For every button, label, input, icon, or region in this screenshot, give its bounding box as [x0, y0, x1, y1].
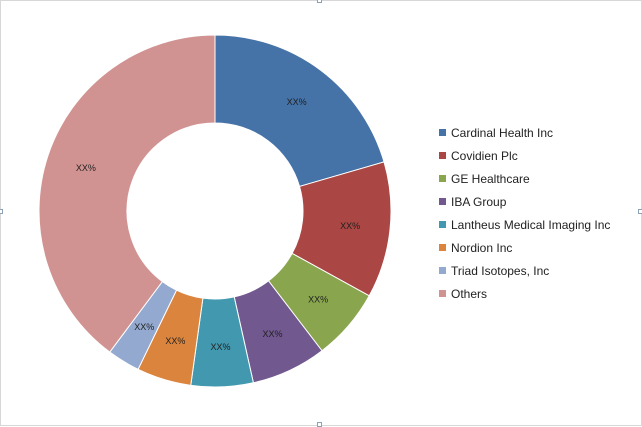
legend-label: Others — [451, 286, 488, 301]
legend-item[interactable]: Nordion Inc — [439, 236, 610, 259]
legend-swatch — [439, 290, 446, 297]
legend-label: IBA Group — [451, 194, 507, 209]
legend-item[interactable]: Lantheus Medical Imaging Inc — [439, 213, 610, 236]
legend-label: Lantheus Medical Imaging Inc — [451, 217, 611, 232]
legend-swatch — [439, 221, 446, 228]
legend-item[interactable]: Others — [439, 282, 610, 305]
legend-swatch — [439, 129, 446, 136]
slice-data-label: XX% — [263, 329, 283, 339]
legend-item[interactable]: GE Healthcare — [439, 167, 610, 190]
legend-item[interactable]: Triad Isotopes, Inc — [439, 259, 610, 282]
slice-data-label: XX% — [308, 295, 328, 305]
legend-item[interactable]: IBA Group — [439, 190, 610, 213]
slice-data-label: XX% — [340, 221, 360, 231]
slice-data-label: XX% — [165, 336, 185, 346]
slice-cardinal-health-inc[interactable] — [214, 34, 385, 188]
legend-swatch — [439, 152, 446, 159]
resize-handle-right[interactable] — [638, 209, 642, 214]
slice-data-label: XX% — [76, 163, 96, 173]
legend-item[interactable]: Cardinal Health Inc — [439, 121, 610, 144]
legend-label: Cardinal Health Inc — [451, 125, 554, 140]
legend-swatch — [439, 198, 446, 205]
chart-legend: Cardinal Health Inc Covidien Plc GE Health… — [439, 121, 610, 305]
legend-swatch — [439, 175, 446, 182]
slice-others[interactable] — [38, 34, 216, 353]
legend-label: GE Healthcare — [451, 171, 530, 186]
slice-data-label: XX% — [211, 342, 231, 352]
legend-label: Covidien Plc — [451, 148, 518, 163]
slice-data-label: XX% — [134, 322, 154, 332]
slice-data-label: XX% — [287, 97, 307, 107]
legend-swatch — [439, 244, 446, 251]
legend-item[interactable]: Covidien Plc — [439, 144, 610, 167]
legend-label: Nordion Inc — [451, 240, 513, 255]
resize-handle-top[interactable] — [317, 0, 322, 3]
legend-swatch — [439, 267, 446, 274]
legend-label: Triad Isotopes, Inc — [451, 263, 550, 278]
resize-handle-left[interactable] — [0, 209, 3, 214]
